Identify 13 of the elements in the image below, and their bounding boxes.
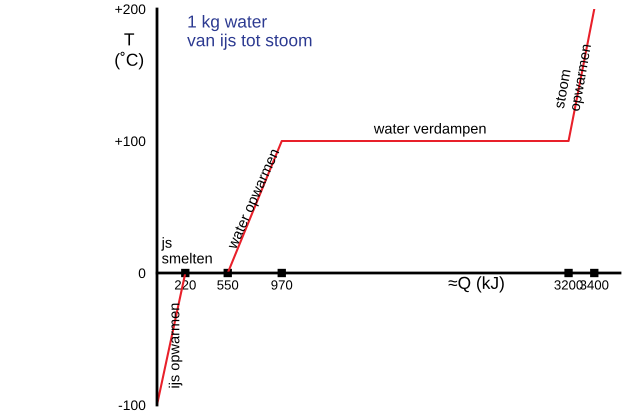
x-axis-title: ≈Q (kJ): [448, 276, 504, 292]
y-axis-title: T (˚C): [115, 33, 144, 70]
annotation: stoom opwarmen: [554, 44, 594, 112]
annotation: js smelten: [161, 237, 212, 264]
annotation: water verdampen: [374, 122, 486, 137]
x-tick-label: 550: [217, 280, 238, 290]
y-tick-label: 0: [138, 268, 146, 278]
y-tick-label: -100: [118, 400, 146, 410]
x-tick-label: 970: [271, 280, 292, 290]
text: 1 kg water van ijs tot stoom: [187, 14, 312, 50]
y-tick-label: +200: [115, 4, 146, 14]
annotation: ijs opwarmen: [168, 304, 182, 388]
y-tick-label: +100: [115, 136, 146, 146]
